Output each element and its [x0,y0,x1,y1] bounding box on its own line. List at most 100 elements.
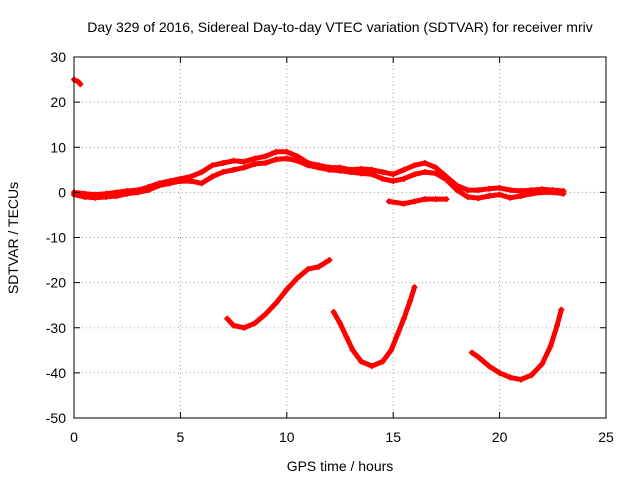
data-point [411,162,418,169]
x-tick-label: 20 [492,429,508,445]
data-point [326,166,333,173]
data-point [124,190,131,197]
data-point [241,158,248,165]
series-arc-7-12h [224,257,332,331]
data-point [283,148,290,155]
data-point [315,263,322,270]
y-tick-label: 30 [50,49,66,65]
data-point [337,320,343,327]
data-point [394,331,401,338]
x-tick-label: 15 [385,429,401,445]
data-point [507,194,514,201]
data-point [539,189,546,196]
y-tick-label: 10 [50,139,66,155]
data-point [400,166,407,173]
data-point [379,175,386,182]
data-point [422,160,429,167]
data-point [368,363,375,370]
data-point [251,155,258,162]
data-point [113,192,120,199]
data-point [517,376,524,383]
data-point [388,347,395,354]
data-point [77,81,84,88]
data-point [507,374,514,381]
data-point [496,191,503,198]
y-tick-label: -50 [46,410,66,426]
y-tick-label: -10 [46,230,66,246]
data-point [454,187,461,194]
data-point [283,155,290,162]
data-point [209,173,216,180]
data-point [326,257,333,264]
data-point [251,160,258,167]
data-point [432,170,439,177]
x-tick-label: 10 [279,429,295,445]
data-point [198,180,205,187]
data-point [209,162,216,169]
data-point [241,164,248,171]
data-point [390,178,397,185]
data-point [432,164,439,171]
y-tick-label: 20 [50,94,66,110]
data-point [432,196,439,203]
data-point [230,322,237,329]
y-tick-label: 0 [58,184,66,200]
chart-title: Day 329 of 2016, Sidereal Day-to-day VTE… [87,19,592,35]
data-point [198,169,205,176]
data-point [230,157,237,164]
data-point [390,171,397,178]
y-tick-label: -40 [46,365,66,381]
grid [74,57,606,418]
data-point [468,349,475,356]
data-point [547,342,554,349]
data-point [507,187,514,194]
data-point [528,190,535,197]
data-point [273,299,280,306]
x-axis-label: GPS time / hours [287,458,394,474]
data-point [273,156,280,163]
data-point [145,187,152,194]
data-point [475,354,482,361]
data-point [188,178,195,185]
data-point [358,358,365,365]
data-point [273,148,280,155]
data-point [464,193,471,200]
data-point [330,308,337,315]
data-point [517,192,524,199]
data-point [411,171,418,178]
data-point [81,193,88,200]
data-point [411,198,418,205]
data-point [560,190,567,197]
x-tick-label: 0 [70,429,78,445]
data-point [528,372,535,379]
data-point [315,164,322,171]
data-point [475,187,482,194]
data-point [539,360,546,367]
data-point [496,184,503,191]
data-point [343,333,350,340]
data-point [358,170,365,177]
data-point [92,194,99,201]
data-point [411,284,418,291]
data-point [177,178,184,185]
data-point [156,182,163,189]
data-point [379,358,386,365]
data-point [407,297,414,304]
data-point [134,189,141,196]
data-point [400,175,407,182]
x-tick-label: 5 [177,429,185,445]
data-point [347,169,354,176]
data-point [422,196,429,203]
data-point [294,275,301,282]
data-point [262,153,269,160]
data-point [251,320,258,327]
data-point [443,196,450,203]
data-point [337,167,343,174]
data-point [224,315,231,322]
data-point [558,306,565,313]
axis-ticks [73,56,607,419]
data-point [102,193,109,200]
data-point [349,347,356,354]
data-point [368,171,375,178]
